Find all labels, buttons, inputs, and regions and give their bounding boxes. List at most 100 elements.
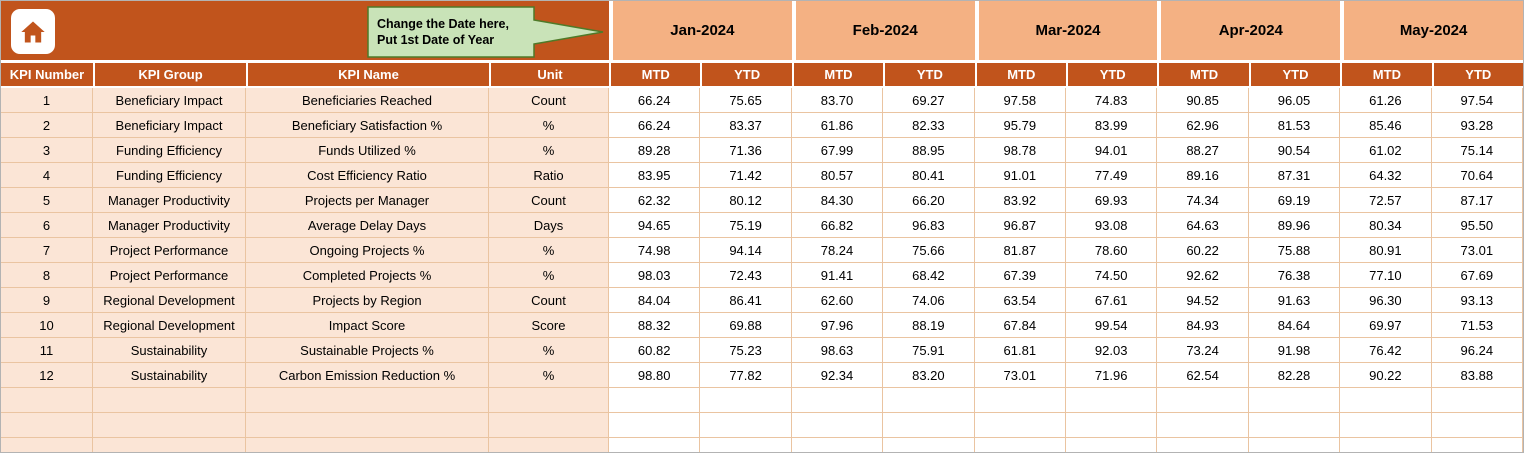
cell-value[interactable]: 72.57 bbox=[1340, 188, 1432, 213]
cell-kpi-name[interactable]: Sustainable Projects % bbox=[246, 338, 489, 363]
cell-value[interactable]: 81.87 bbox=[974, 238, 1066, 263]
cell-value[interactable]: 71.96 bbox=[1066, 363, 1158, 388]
cell-empty[interactable] bbox=[1248, 388, 1341, 413]
cell-value[interactable]: 75.66 bbox=[883, 238, 975, 263]
cell-value[interactable]: 97.96 bbox=[791, 313, 884, 338]
date-change-callout[interactable]: Change the Date here, Put 1st Date of Ye… bbox=[367, 6, 607, 58]
cell-kpi-name[interactable]: Projects per Manager bbox=[246, 188, 489, 213]
cell-kpi-number[interactable]: 5 bbox=[1, 188, 93, 213]
cell-kpi-number[interactable]: 7 bbox=[1, 238, 93, 263]
cell-value[interactable]: 78.24 bbox=[791, 238, 884, 263]
cell-value[interactable]: 61.81 bbox=[974, 338, 1066, 363]
cell-empty[interactable] bbox=[791, 438, 884, 452]
cell-empty[interactable] bbox=[700, 438, 792, 452]
cell-value[interactable]: 66.20 bbox=[883, 188, 975, 213]
cell-value[interactable]: 80.57 bbox=[791, 163, 884, 188]
cell-value[interactable]: 84.30 bbox=[791, 188, 884, 213]
cell-empty[interactable] bbox=[1340, 388, 1432, 413]
cell-unit[interactable]: % bbox=[489, 138, 609, 163]
cell-value[interactable]: 80.91 bbox=[1340, 238, 1432, 263]
cell-kpi-name[interactable]: Projects by Region bbox=[246, 288, 489, 313]
cell-value[interactable]: 88.95 bbox=[883, 138, 975, 163]
cell-value[interactable]: 67.69 bbox=[1431, 263, 1523, 288]
cell-value[interactable]: 71.42 bbox=[700, 163, 792, 188]
cell-value[interactable]: 80.41 bbox=[883, 163, 975, 188]
cell-value[interactable]: 96.24 bbox=[1431, 338, 1523, 363]
cell-empty[interactable] bbox=[489, 413, 609, 438]
cell-value[interactable]: 83.20 bbox=[883, 363, 975, 388]
cell-kpi-number[interactable]: 11 bbox=[1, 338, 93, 363]
cell-unit[interactable]: Days bbox=[489, 213, 609, 238]
cell-value[interactable]: 83.92 bbox=[974, 188, 1066, 213]
month-header-may-2024[interactable]: May-2024 bbox=[1340, 1, 1523, 63]
cell-empty[interactable] bbox=[700, 413, 792, 438]
cell-empty[interactable] bbox=[700, 388, 792, 413]
cell-empty[interactable] bbox=[1248, 413, 1341, 438]
cell-empty[interactable] bbox=[1157, 413, 1249, 438]
cell-value[interactable]: 83.95 bbox=[609, 163, 701, 188]
cell-value[interactable]: 66.24 bbox=[609, 88, 701, 113]
cell-empty[interactable] bbox=[93, 413, 246, 438]
cell-kpi-name[interactable]: Funds Utilized % bbox=[246, 138, 489, 163]
cell-kpi-name[interactable]: Average Delay Days bbox=[246, 213, 489, 238]
cell-value[interactable]: 88.19 bbox=[883, 313, 975, 338]
cell-empty[interactable] bbox=[246, 413, 489, 438]
cell-kpi-name[interactable]: Carbon Emission Reduction % bbox=[246, 363, 489, 388]
cell-kpi-group[interactable]: Project Performance bbox=[93, 238, 246, 263]
cell-kpi-group[interactable]: Manager Productivity bbox=[93, 188, 246, 213]
cell-value[interactable]: 92.03 bbox=[1066, 338, 1158, 363]
cell-value[interactable]: 82.33 bbox=[883, 113, 975, 138]
cell-empty[interactable] bbox=[1157, 438, 1249, 452]
cell-empty[interactable] bbox=[883, 413, 975, 438]
cell-value[interactable]: 89.96 bbox=[1248, 213, 1341, 238]
cell-value[interactable]: 67.84 bbox=[974, 313, 1066, 338]
cell-empty[interactable] bbox=[609, 413, 701, 438]
cell-value[interactable]: 73.01 bbox=[1431, 238, 1523, 263]
cell-value[interactable]: 69.97 bbox=[1340, 313, 1432, 338]
cell-value[interactable]: 94.01 bbox=[1066, 138, 1158, 163]
cell-empty[interactable] bbox=[93, 388, 246, 413]
cell-value[interactable]: 67.39 bbox=[974, 263, 1066, 288]
cell-value[interactable]: 74.83 bbox=[1066, 88, 1158, 113]
cell-kpi-number[interactable]: 3 bbox=[1, 138, 93, 163]
cell-value[interactable]: 91.63 bbox=[1248, 288, 1341, 313]
cell-value[interactable]: 83.88 bbox=[1431, 363, 1523, 388]
cell-value[interactable]: 91.98 bbox=[1248, 338, 1341, 363]
cell-kpi-group[interactable]: Sustainability bbox=[93, 363, 246, 388]
cell-value[interactable]: 64.32 bbox=[1340, 163, 1432, 188]
cell-value[interactable]: 83.37 bbox=[700, 113, 792, 138]
cell-value[interactable]: 95.50 bbox=[1431, 213, 1523, 238]
cell-value[interactable]: 96.30 bbox=[1340, 288, 1432, 313]
cell-value[interactable]: 87.17 bbox=[1431, 188, 1523, 213]
cell-kpi-group[interactable]: Funding Efficiency bbox=[93, 138, 246, 163]
cell-value[interactable]: 99.54 bbox=[1066, 313, 1158, 338]
cell-value[interactable]: 95.79 bbox=[974, 113, 1066, 138]
cell-value[interactable]: 81.53 bbox=[1248, 113, 1341, 138]
cell-kpi-group[interactable]: Beneficiary Impact bbox=[93, 113, 246, 138]
cell-value[interactable]: 94.65 bbox=[609, 213, 701, 238]
cell-value[interactable]: 63.54 bbox=[974, 288, 1066, 313]
cell-value[interactable]: 93.13 bbox=[1431, 288, 1523, 313]
cell-unit[interactable]: Ratio bbox=[489, 163, 609, 188]
cell-value[interactable]: 77.49 bbox=[1066, 163, 1158, 188]
cell-value[interactable]: 97.58 bbox=[974, 88, 1066, 113]
cell-unit[interactable]: % bbox=[489, 113, 609, 138]
cell-empty[interactable] bbox=[1431, 413, 1523, 438]
cell-value[interactable]: 75.91 bbox=[883, 338, 975, 363]
cell-empty[interactable] bbox=[974, 413, 1066, 438]
cell-value[interactable]: 89.16 bbox=[1157, 163, 1249, 188]
cell-value[interactable]: 75.88 bbox=[1248, 238, 1341, 263]
cell-empty[interactable] bbox=[1, 388, 93, 413]
cell-value[interactable]: 72.43 bbox=[700, 263, 792, 288]
cell-value[interactable]: 68.42 bbox=[883, 263, 975, 288]
cell-value[interactable]: 97.54 bbox=[1431, 88, 1523, 113]
cell-value[interactable]: 74.06 bbox=[883, 288, 975, 313]
month-header-jan-2024[interactable]: Jan-2024 bbox=[609, 1, 792, 63]
cell-empty[interactable] bbox=[1066, 388, 1158, 413]
cell-value[interactable]: 74.98 bbox=[609, 238, 701, 263]
cell-value[interactable]: 98.80 bbox=[609, 363, 701, 388]
cell-unit[interactable]: % bbox=[489, 338, 609, 363]
cell-empty[interactable] bbox=[791, 413, 884, 438]
cell-value[interactable]: 61.86 bbox=[791, 113, 884, 138]
cell-value[interactable]: 98.03 bbox=[609, 263, 701, 288]
